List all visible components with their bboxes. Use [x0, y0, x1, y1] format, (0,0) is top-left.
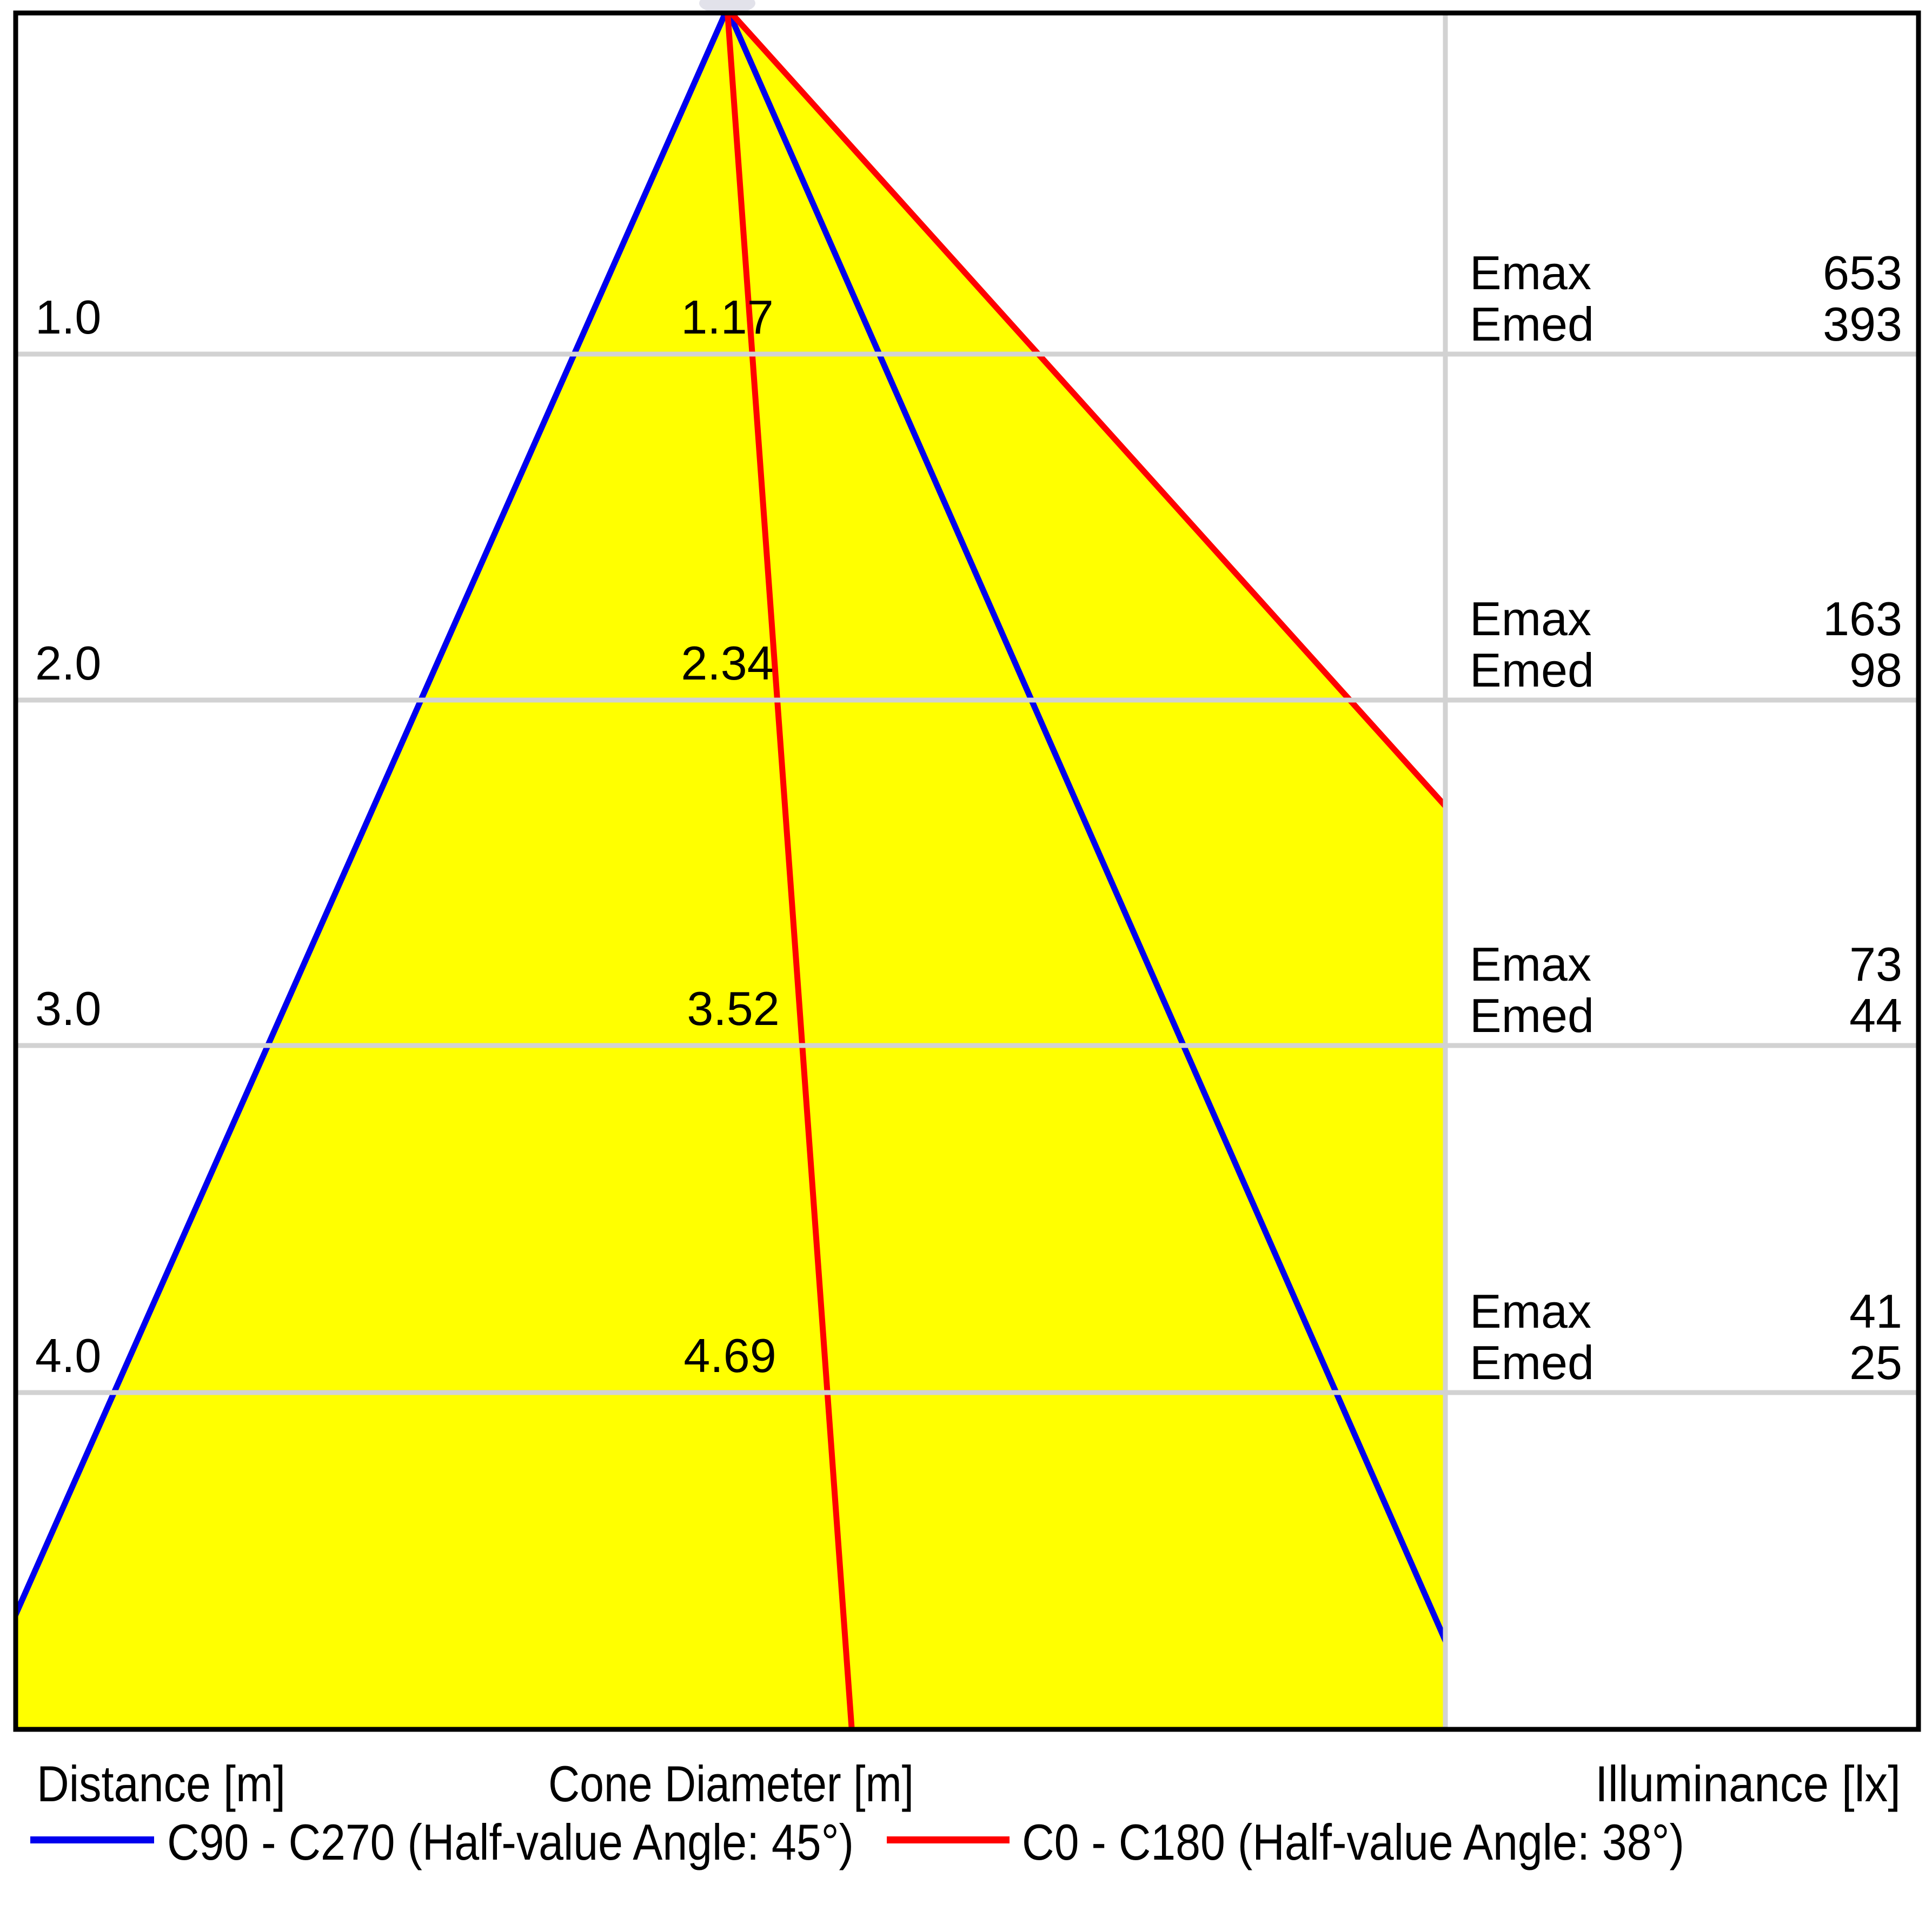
- emax-label-3: Emax: [1470, 937, 1591, 991]
- beam-cone-fill: [16, 13, 1443, 1729]
- emax-label-4: Emax: [1470, 1284, 1591, 1338]
- illuminance-axis-label: Illuminance [lx]: [1595, 1755, 1901, 1812]
- distance-label-2: 2.0: [35, 636, 101, 690]
- legend-c0-label: C0 - C180 (Half-value Angle: 38°): [1022, 1814, 1684, 1870]
- c0-line-left: [725, 13, 855, 1729]
- emed-value-1: 393: [1823, 297, 1902, 351]
- c0-line-right: [727, 13, 1443, 808]
- emax-value-2: 163: [1823, 592, 1902, 645]
- illuminance-panel: Emax 653 Emed 393 Emax 163 Emed 98 Emax …: [1470, 246, 1902, 1389]
- emed-label-1: Emed: [1470, 297, 1594, 351]
- cone-diameter-label-1: 1.17: [681, 290, 773, 344]
- emed-label-2: Emed: [1470, 643, 1594, 697]
- emed-value-2: 98: [1849, 643, 1902, 697]
- emed-value-3: 44: [1849, 989, 1902, 1042]
- cone-diameter-label-4: 4.69: [683, 1329, 776, 1382]
- c90-line-left: [16, 13, 729, 1622]
- emax-value-1: 653: [1823, 246, 1902, 299]
- legend: C90 - C270 (Half-value Angle: 45°) C0 - …: [30, 1814, 1684, 1870]
- legend-c90-label: C90 - C270 (Half-value Angle: 45°): [167, 1814, 854, 1870]
- distance-axis-label: Distance [m]: [37, 1755, 286, 1812]
- emed-value-4: 25: [1849, 1336, 1902, 1389]
- legend-c0-swatch: [887, 1836, 1010, 1843]
- distance-gridlines: [16, 351, 1918, 1395]
- emax-label-1: Emax: [1470, 246, 1591, 299]
- distance-label-3: 3.0: [35, 982, 101, 1035]
- luminaire-icon: [699, 0, 755, 14]
- c90-line-right: [726, 13, 1443, 1643]
- chart-border: [13, 10, 1921, 1732]
- footer-labels: Distance [m] Cone Diameter [m] Illuminan…: [37, 1755, 1901, 1812]
- emax-value-3: 73: [1849, 937, 1902, 991]
- emax-label-2: Emax: [1470, 592, 1591, 645]
- emed-label-4: Emed: [1470, 1336, 1594, 1389]
- legend-c90-swatch: [30, 1836, 154, 1843]
- cone-diameter-axis-label: Cone Diameter [m]: [548, 1755, 914, 1812]
- cone-diameter-label-3: 3.52: [687, 982, 779, 1035]
- distance-label-1: 1.0: [35, 290, 101, 344]
- emax-value-4: 41: [1849, 1284, 1902, 1338]
- cone-diameter-label-2: 2.34: [681, 636, 773, 690]
- distance-label-4: 4.0: [35, 1329, 101, 1382]
- emed-label-3: Emed: [1470, 989, 1594, 1042]
